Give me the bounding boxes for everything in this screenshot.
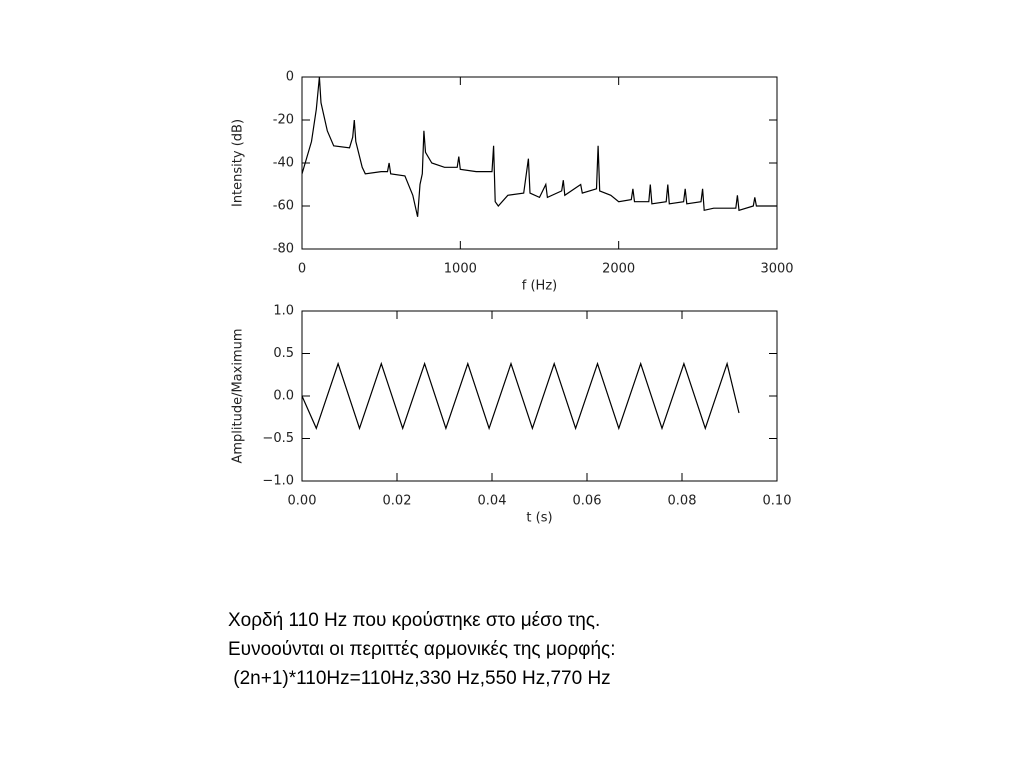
- x-tick-label: 3000: [760, 262, 793, 277]
- charts: 0 -20 -40 -60 -80 0 1000 2000 3000 f (Hz) Intensit…: [231, 70, 794, 526]
- x-tick-label: 1000: [444, 262, 477, 277]
- x-tick-label: 0.02: [383, 494, 412, 509]
- y-tick-label: 0: [286, 70, 294, 85]
- x-tick-label: 0.04: [478, 494, 507, 509]
- y-axis-label: Intensity (dB): [231, 119, 246, 207]
- caption-line: Ευνοούνται οι περιττές αρμονικές της μορ…: [228, 639, 616, 660]
- x-tick-label: 0: [298, 262, 306, 277]
- x-tick-label: 0.06: [573, 494, 602, 509]
- caption-line: (2n+1)*110Hz=110Hz,330 Hz,550 Hz,770 Hz: [228, 668, 611, 689]
- caption: Χορδή 110 Hz που κρούστηκε στο μέσο της.…: [228, 606, 616, 693]
- y-tick-label: -20: [273, 113, 294, 128]
- y-tick-label: −0.5: [262, 431, 294, 446]
- plot-frame: [301, 310, 778, 482]
- y-tick-label: 0.0: [273, 389, 294, 404]
- plot-frame: [301, 76, 778, 250]
- y-axis-label: Amplitude/Maximum: [231, 328, 246, 463]
- y-tick-label: −1.0: [262, 474, 294, 489]
- x-tick-label: 0.10: [763, 494, 792, 509]
- y-tick-label: 0.5: [273, 346, 294, 361]
- y-tick-label: 1.0: [273, 304, 294, 319]
- caption-line: Χορδή 110 Hz που κρούστηκε στο μέσο της.: [228, 610, 601, 631]
- y-tick-label: -80: [273, 242, 294, 257]
- x-tick-label: 2000: [602, 262, 635, 277]
- y-tick-label: -60: [273, 199, 294, 214]
- x-tick-label: 0.00: [288, 494, 317, 509]
- y-tick-label: -40: [273, 156, 294, 171]
- line-series: [301, 76, 777, 217]
- x-tick-label: 0.08: [668, 494, 697, 509]
- line-series: [301, 361, 740, 431]
- x-axis-label: t (s): [526, 511, 552, 526]
- x-axis-label: f (Hz): [522, 279, 557, 294]
